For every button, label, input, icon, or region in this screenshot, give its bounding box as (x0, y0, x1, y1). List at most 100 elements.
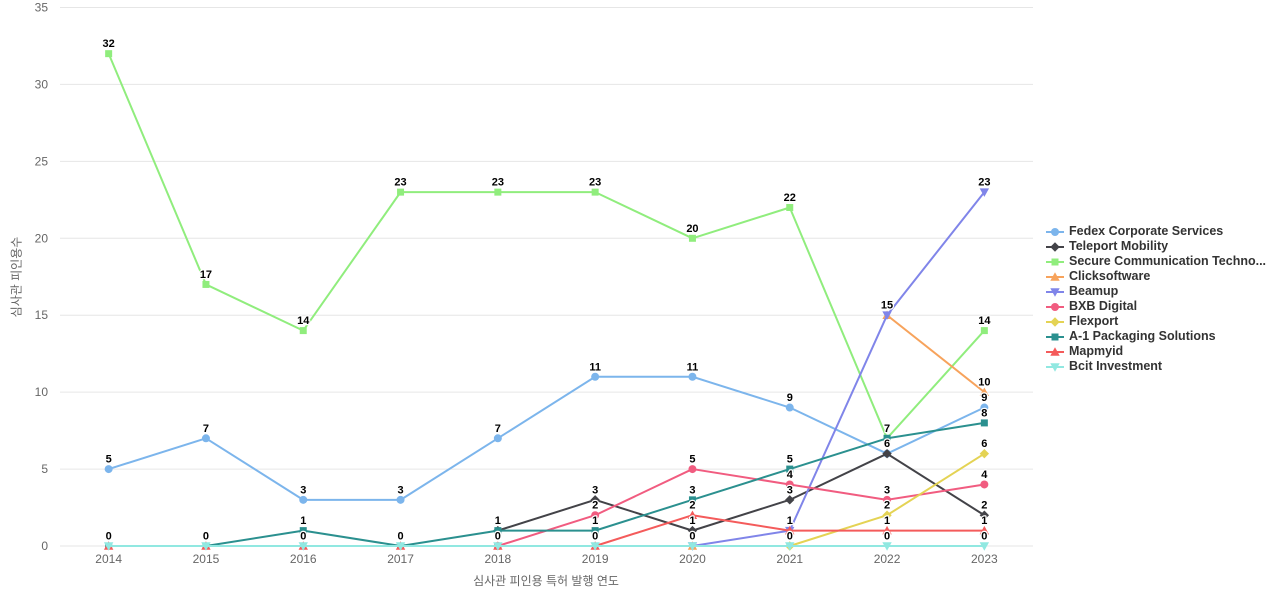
series-line-5 (691, 191, 986, 547)
data-point-marker[interactable] (882, 510, 892, 520)
y-tick-label: 0 (41, 539, 48, 553)
legend-marker-glyph (1051, 227, 1059, 236)
legend-item-label: Beamup (1069, 284, 1119, 298)
data-point-label: 17 (200, 269, 212, 281)
data-point-marker[interactable] (494, 188, 502, 196)
circle-legend-icon (1046, 227, 1064, 236)
data-point-marker[interactable] (397, 188, 405, 196)
legend-item-label: Secure Communication Techno... (1069, 254, 1267, 268)
data-point-marker[interactable] (202, 280, 210, 288)
x-tick-label: 2015 (193, 552, 220, 566)
legend-item-flexport[interactable]: Flexport (1046, 314, 1266, 329)
data-point-marker[interactable] (882, 448, 892, 459)
data-point-marker[interactable] (882, 525, 892, 535)
data-point-marker[interactable] (979, 188, 990, 197)
data-point-marker[interactable] (785, 480, 794, 489)
legend-marker-glyph (1051, 333, 1059, 340)
data-point-marker[interactable] (979, 542, 990, 551)
data-point-marker[interactable] (395, 542, 406, 551)
data-point-marker[interactable] (980, 419, 988, 427)
data-point-marker[interactable] (687, 542, 698, 551)
series-line-4 (886, 314, 986, 394)
data-point-marker[interactable] (201, 434, 210, 443)
data-point-marker[interactable] (882, 542, 892, 551)
data-point-marker[interactable] (979, 448, 990, 459)
legend-item-secure-communication-techno[interactable]: Secure Communication Techno... (1046, 254, 1266, 269)
data-point-label: 3 (592, 484, 598, 496)
legend-item-teleport-mobility[interactable]: Teleport Mobility (1046, 239, 1266, 254)
data-point-marker[interactable] (299, 495, 308, 504)
y-axis-title: 심사관 피인용수 (9, 236, 24, 318)
data-point-marker[interactable] (980, 480, 989, 489)
data-point-marker[interactable] (103, 542, 114, 551)
data-point-marker[interactable] (785, 542, 795, 551)
data-point-label: 1 (300, 515, 306, 527)
data-point-marker[interactable] (688, 372, 697, 381)
data-point-label: 0 (397, 531, 403, 543)
data-point-label: 1 (981, 515, 987, 527)
data-point-label: 4 (787, 469, 794, 481)
data-point-label: 1 (495, 515, 501, 527)
data-point-label: 3 (397, 484, 403, 496)
data-point-marker[interactable] (688, 234, 696, 242)
data-point-marker[interactable] (687, 525, 698, 536)
legend-item-label: Clicksoftware (1069, 269, 1151, 283)
data-point-marker[interactable] (298, 542, 308, 551)
legend-item-fedex-corporate-services[interactable]: Fedex Corporate Services (1046, 224, 1266, 239)
data-point-marker[interactable] (979, 387, 990, 396)
data-point-marker[interactable] (785, 403, 794, 412)
data-point-marker[interactable] (299, 327, 307, 335)
data-point-label: 2 (689, 500, 695, 512)
data-point-label: 0 (106, 531, 112, 543)
data-point-marker[interactable] (494, 527, 502, 535)
data-point-label: 23 (978, 177, 990, 189)
legend-item-bcit-investment[interactable]: Bcit Investment (1046, 359, 1266, 374)
data-point-label: 9 (981, 392, 987, 404)
data-point-marker[interactable] (687, 510, 698, 520)
data-point-marker[interactable] (591, 372, 600, 381)
data-point-marker[interactable] (883, 495, 892, 504)
triangle-legend-icon (1046, 271, 1064, 281)
legend-item-mapmyid[interactable]: Mapmyid (1046, 344, 1266, 359)
data-point-marker[interactable] (979, 510, 990, 520)
data-point-label: 5 (787, 454, 793, 466)
data-point-marker[interactable] (104, 465, 113, 474)
data-point-label: 14 (297, 315, 310, 327)
legend-marker-glyph (1050, 362, 1060, 372)
data-point-marker[interactable] (201, 542, 211, 551)
data-point-marker[interactable] (688, 465, 697, 474)
data-point-label: 20 (686, 223, 698, 235)
data-point-marker[interactable] (105, 50, 113, 58)
data-point-marker[interactable] (590, 542, 600, 551)
data-point-label: 1 (884, 515, 890, 527)
data-point-marker[interactable] (979, 525, 990, 535)
legend-item-beamup[interactable]: Beamup (1046, 284, 1266, 299)
data-point-marker[interactable] (591, 188, 599, 196)
data-point-label: 5 (689, 454, 695, 466)
data-point-marker[interactable] (591, 511, 600, 520)
legend-item-a-1-packaging-solutions[interactable]: A-1 Packaging Solutions (1046, 329, 1266, 344)
x-axis-title: 심사관 피인용 특허 발행 연도 (473, 574, 619, 588)
data-point-marker[interactable] (688, 496, 696, 504)
data-point-marker[interactable] (591, 527, 599, 535)
data-point-marker[interactable] (785, 495, 795, 505)
legend-marker-glyph (1050, 316, 1060, 327)
data-point-marker[interactable] (590, 495, 600, 505)
data-point-marker[interactable] (980, 327, 988, 335)
data-point-marker[interactable] (493, 434, 502, 443)
data-point-marker[interactable] (493, 542, 503, 551)
data-point-marker[interactable] (786, 465, 794, 473)
data-point-marker[interactable] (396, 495, 405, 504)
data-point-marker[interactable] (785, 525, 795, 535)
data-point-marker[interactable] (980, 403, 989, 412)
legend-item-bxb-digital[interactable]: BXB Digital (1046, 299, 1266, 314)
data-point-marker[interactable] (882, 311, 892, 320)
data-point-label: 0 (981, 531, 987, 543)
data-point-marker[interactable] (786, 204, 794, 212)
legend-item-clicksoftware[interactable]: Clicksoftware (1046, 269, 1266, 284)
y-tick-label: 10 (35, 385, 49, 399)
data-point-label: 11 (687, 361, 699, 373)
data-point-marker[interactable] (883, 434, 891, 442)
data-point-marker[interactable] (299, 527, 307, 535)
